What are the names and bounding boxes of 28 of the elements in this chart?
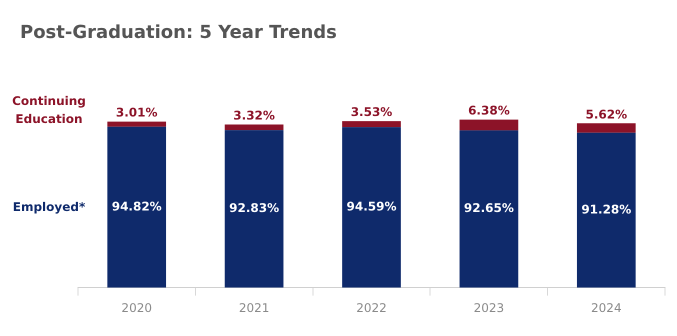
bar [576,132,636,288]
bar [107,126,166,288]
x-tick-label: 2023 [474,300,504,315]
data-label: 91.28% [581,202,632,216]
data-label: 3.01% [116,106,158,120]
data-label: 5.62% [585,107,628,122]
bar [576,123,636,133]
data-label: 6.38% [468,104,510,118]
x-tick-label: 2021 [238,300,270,315]
bar [460,130,518,288]
data-label: 94.59% [346,199,396,214]
data-label: 92.65% [464,201,514,216]
x-tick-label: 2020 [121,300,152,315]
bar [342,127,401,288]
series-label: Employed* [12,199,86,216]
data-label: 3.53% [350,105,392,120]
bar [107,122,166,127]
series-label: Continuing Education [11,92,87,128]
bar [224,124,284,130]
chart-title: Post-Graduation: 5 Year Trends [20,22,337,43]
bar [342,121,401,128]
data-label: 94.82% [112,199,162,214]
bar [460,120,518,130]
x-tick-label: 2024 [591,300,622,315]
x-tick-label: 2022 [356,300,387,315]
data-label: 92.83% [229,200,280,215]
data-label: 3.32% [233,108,275,123]
bar [224,130,284,288]
